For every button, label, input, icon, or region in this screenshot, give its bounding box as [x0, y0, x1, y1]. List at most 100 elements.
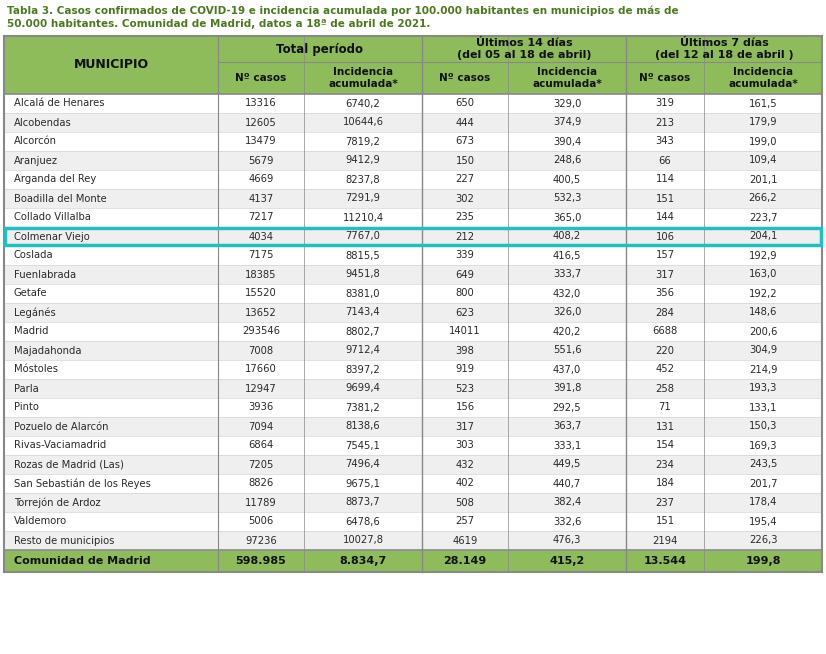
Text: 333,7: 333,7 — [553, 269, 582, 279]
Text: 144: 144 — [656, 213, 675, 222]
Text: 7175: 7175 — [249, 250, 273, 260]
Text: 7496,4: 7496,4 — [345, 460, 381, 470]
Bar — [4, 474, 822, 493]
Text: Comunidad de Madrid: Comunidad de Madrid — [14, 556, 150, 566]
Text: 169,3: 169,3 — [748, 441, 777, 451]
Text: Últimos 7 días
(del 12 al 18 de abril ): Últimos 7 días (del 12 al 18 de abril ) — [655, 38, 793, 60]
Text: 9712,4: 9712,4 — [345, 345, 381, 356]
Text: 8.834,7: 8.834,7 — [339, 556, 387, 566]
Text: Collado Villalba: Collado Villalba — [14, 213, 91, 222]
Text: 402: 402 — [456, 479, 474, 489]
Text: 333,1: 333,1 — [553, 441, 582, 451]
Text: 13652: 13652 — [245, 307, 277, 317]
Bar — [4, 36, 822, 62]
Text: 6478,6: 6478,6 — [345, 517, 381, 526]
Text: 13.544: 13.544 — [643, 556, 686, 566]
Text: 150: 150 — [455, 156, 474, 165]
Text: 148,6: 148,6 — [749, 307, 777, 317]
Text: 319: 319 — [656, 99, 675, 109]
Bar — [4, 493, 822, 512]
Text: 292,5: 292,5 — [553, 402, 582, 413]
Bar — [4, 303, 822, 322]
Text: Móstoles: Móstoles — [14, 364, 58, 375]
Text: 199,8: 199,8 — [745, 556, 781, 566]
Text: Tabla 3. Casos confirmados de COVID-19 e incidencia acumulada por 100.000 habita: Tabla 3. Casos confirmados de COVID-19 e… — [7, 6, 679, 16]
Text: 6740,2: 6740,2 — [345, 99, 381, 109]
Text: 919: 919 — [455, 364, 475, 375]
Text: Últimos 14 días
(del 05 al 18 de abril): Últimos 14 días (del 05 al 18 de abril) — [457, 38, 591, 60]
Text: Aranjuez: Aranjuez — [14, 156, 58, 165]
Text: 304,9: 304,9 — [749, 345, 777, 356]
Bar — [4, 512, 822, 531]
Text: 10644,6: 10644,6 — [343, 118, 383, 128]
Text: 800: 800 — [456, 288, 474, 298]
Text: 8138,6: 8138,6 — [346, 421, 380, 432]
Text: 13479: 13479 — [245, 137, 277, 146]
Text: 212: 212 — [455, 232, 475, 241]
Bar — [4, 246, 822, 265]
Text: 12605: 12605 — [245, 118, 277, 128]
Text: Getafe: Getafe — [14, 288, 48, 298]
Text: 444: 444 — [456, 118, 474, 128]
Text: 163,0: 163,0 — [749, 269, 777, 279]
Text: 7008: 7008 — [249, 345, 273, 356]
Text: 400,5: 400,5 — [553, 175, 582, 184]
Text: 326,0: 326,0 — [553, 307, 582, 317]
Text: Alcobendas: Alcobendas — [14, 118, 72, 128]
Text: 673: 673 — [455, 137, 474, 146]
Text: 508: 508 — [456, 498, 474, 508]
Text: 356: 356 — [656, 288, 675, 298]
Text: 7381,2: 7381,2 — [345, 402, 381, 413]
Text: Rivas-Vaciamadrid: Rivas-Vaciamadrid — [14, 441, 107, 451]
Text: 476,3: 476,3 — [553, 536, 582, 545]
Text: 8381,0: 8381,0 — [346, 288, 380, 298]
Text: 195,4: 195,4 — [748, 517, 777, 526]
Text: 551,6: 551,6 — [553, 345, 582, 356]
Text: 408,2: 408,2 — [553, 232, 582, 241]
Text: 15520: 15520 — [245, 288, 277, 298]
Bar — [4, 398, 822, 417]
Text: 8815,5: 8815,5 — [345, 250, 381, 260]
Text: 50.000 habitantes. Comunidad de Madrid, datos a 18ª de abril de 2021.: 50.000 habitantes. Comunidad de Madrid, … — [7, 19, 430, 29]
Text: Incidencia
acumulada*: Incidencia acumulada* — [328, 67, 398, 89]
Text: 237: 237 — [656, 498, 675, 508]
Text: 161,5: 161,5 — [748, 99, 777, 109]
Text: 133,1: 133,1 — [749, 402, 777, 413]
Bar — [4, 113, 822, 132]
Text: 9451,8: 9451,8 — [345, 269, 381, 279]
Text: 28.149: 28.149 — [444, 556, 487, 566]
Text: 220: 220 — [656, 345, 675, 356]
Text: 339: 339 — [456, 250, 474, 260]
Text: Resto de municipios: Resto de municipios — [14, 536, 114, 545]
Text: Total período: Total período — [277, 43, 363, 56]
Text: 9412,9: 9412,9 — [345, 156, 381, 165]
Text: 227: 227 — [455, 175, 475, 184]
Text: 437,0: 437,0 — [553, 364, 582, 375]
Text: 293546: 293546 — [242, 326, 280, 337]
Text: 317: 317 — [455, 421, 474, 432]
Text: 234: 234 — [656, 460, 675, 470]
Text: 452: 452 — [656, 364, 675, 375]
Text: 13316: 13316 — [245, 99, 277, 109]
Text: 97236: 97236 — [245, 536, 277, 545]
Text: 302: 302 — [456, 194, 474, 203]
Text: Valdemoro: Valdemoro — [14, 517, 67, 526]
Text: 432,0: 432,0 — [553, 288, 582, 298]
Text: 329,0: 329,0 — [553, 99, 582, 109]
Text: Arganda del Rey: Arganda del Rey — [14, 175, 97, 184]
Bar — [4, 341, 822, 360]
Text: 200,6: 200,6 — [749, 326, 777, 337]
Text: 154: 154 — [656, 441, 675, 451]
Text: 213: 213 — [656, 118, 675, 128]
Text: 243,5: 243,5 — [749, 460, 777, 470]
Text: 4669: 4669 — [249, 175, 273, 184]
Text: 14011: 14011 — [449, 326, 481, 337]
Text: Boadilla del Monte: Boadilla del Monte — [14, 194, 107, 203]
Bar — [5, 228, 821, 245]
Text: 390,4: 390,4 — [553, 137, 582, 146]
Text: 7819,2: 7819,2 — [345, 137, 381, 146]
Text: 8802,7: 8802,7 — [346, 326, 380, 337]
Text: 114: 114 — [656, 175, 675, 184]
Text: 7217: 7217 — [249, 213, 273, 222]
Bar — [4, 208, 822, 227]
